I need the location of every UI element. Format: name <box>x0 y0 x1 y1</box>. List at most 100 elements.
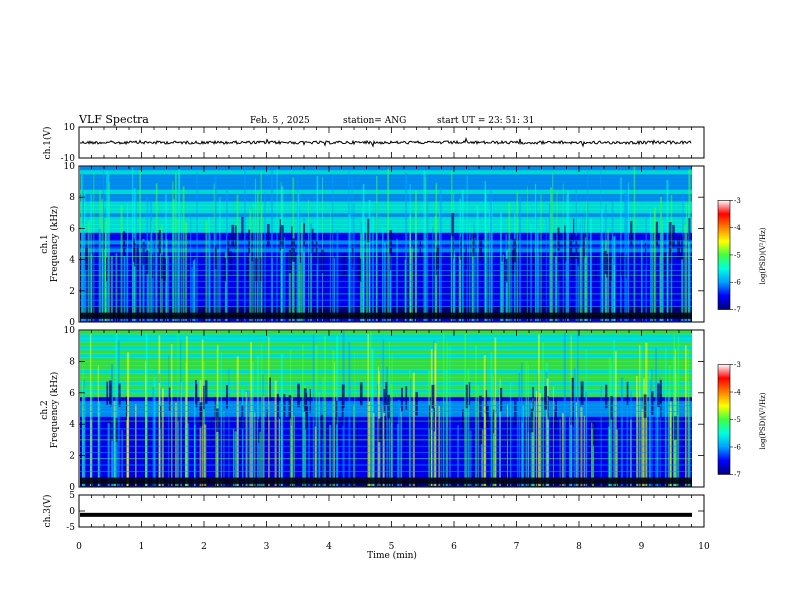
spectrogram-gap <box>223 257 227 282</box>
spectrogram-streak <box>276 168 278 321</box>
spectrogram-streak <box>217 249 219 321</box>
spectrogram-gap <box>620 252 623 277</box>
x-tick-label: 6 <box>451 542 457 552</box>
spectrogram-streak <box>620 177 622 321</box>
spectrogram-gap <box>235 225 237 249</box>
spectrogram-streak <box>253 203 255 321</box>
spectrogram-streak <box>280 182 282 321</box>
spectrogram-streak <box>582 215 583 321</box>
spectrogram-gap <box>592 421 596 446</box>
spectrogram-no-data <box>692 331 703 486</box>
spectrogram-streak <box>476 206 479 321</box>
spectrogram-streak <box>98 228 101 321</box>
spectrogram-streak <box>469 222 471 321</box>
spectrogram-streak <box>548 203 552 321</box>
spectrogram-gap <box>532 248 534 272</box>
spectrogram-streak <box>172 181 174 321</box>
spectrogram-streak <box>348 213 351 321</box>
spectrogram-streak <box>627 182 629 321</box>
spectrogram-band <box>80 193 692 198</box>
spectrogram-streak <box>312 334 315 486</box>
spectrogram-streak <box>241 389 244 486</box>
spectrogram-streak <box>491 201 493 321</box>
spectrogram-streak <box>510 383 512 486</box>
spectrogram-streak <box>115 332 118 486</box>
spectrogram-streak <box>624 193 627 321</box>
spectrogram-gap <box>390 246 392 271</box>
spectrogram-streak <box>659 376 661 486</box>
spectrogram-streak <box>319 421 321 486</box>
spectrogram-streak <box>457 425 459 486</box>
spectrogram-streak <box>362 225 365 321</box>
colorbar-tick-label: -3 <box>734 361 741 369</box>
spectrogram-streak <box>531 403 533 486</box>
spectrogram-gap <box>479 395 482 420</box>
spectrogram-streak <box>90 194 92 321</box>
spectrogram-band <box>80 337 692 343</box>
spectrogram-streak <box>185 222 188 321</box>
spectrogram-streak <box>80 174 83 321</box>
spectrogram-streak <box>665 347 667 486</box>
spectrogram-streak <box>126 416 129 486</box>
ch1-spectrogram-axis-label: ch.1 <box>40 234 50 253</box>
spectrogram-streak <box>82 223 84 321</box>
spectrogram-streak <box>133 255 135 321</box>
spectrogram-band <box>80 208 692 214</box>
spectrogram-streak <box>518 195 522 321</box>
spectrogram-gap <box>436 245 440 269</box>
ch3-waveform-panel: 50-50 1 2 3 4 5 6 7 8 9 10 <box>66 491 710 552</box>
spectrogram-streak <box>379 411 381 486</box>
spectrogram-streak <box>488 209 490 321</box>
spectrogram-gap <box>500 387 503 412</box>
spectrogram-streak <box>168 355 170 486</box>
spectrogram-streak <box>106 171 108 321</box>
spectrogram-gap <box>205 380 208 404</box>
spectrogram-streak <box>481 429 483 486</box>
spectrogram-gap <box>387 394 390 419</box>
spectrogram-streak <box>365 230 369 321</box>
y-tick-label: 0 <box>69 507 75 517</box>
spectrogram-gap <box>126 396 128 421</box>
spectrogram-streak <box>667 253 669 321</box>
spectrogram-streak <box>251 362 254 486</box>
spectrogram-gap <box>532 387 534 411</box>
spectrogram-streak <box>236 194 239 321</box>
spectrogram-streak <box>291 397 293 486</box>
spectrogram-gap <box>146 250 149 275</box>
spectrogram-streak <box>585 391 588 486</box>
spectrogram-streak <box>592 423 595 486</box>
spectrogram-gap <box>225 385 228 409</box>
spectrogram-gap <box>465 384 468 409</box>
spectrogram-gap <box>688 218 691 242</box>
spectrogram-band <box>80 275 692 280</box>
spectrogram-streak <box>177 244 179 321</box>
spectrogram-gap <box>241 216 244 241</box>
y-tick-label: 6 <box>69 224 75 234</box>
spectrogram-streak <box>249 390 251 486</box>
spectrogram-streak <box>474 237 476 321</box>
spectrogram-streak <box>518 372 521 486</box>
spectrogram-streak <box>639 344 641 486</box>
spectrogram-streak <box>268 420 270 486</box>
spectrogram-streak <box>670 401 672 486</box>
spectrogram-gap <box>356 421 358 445</box>
spectrogram-streak <box>93 172 95 321</box>
spectrogram-gap <box>136 246 139 271</box>
spectrogram-streak <box>382 228 384 321</box>
spectrogram-gap <box>288 395 292 419</box>
spectrogram-streak <box>90 382 93 486</box>
spectrogram-gap <box>341 384 345 408</box>
spectrogram-streak <box>113 416 116 486</box>
spectrogram-gap <box>452 234 454 259</box>
spectrogram-streak <box>232 428 235 486</box>
spectrogram-streak <box>666 179 669 321</box>
spectrogram-streak <box>190 214 192 321</box>
spectrogram-streak <box>499 378 501 486</box>
spectrogram-streak <box>98 401 101 486</box>
y-tick-label: 10 <box>64 162 76 172</box>
spectrogram-streak <box>192 260 195 321</box>
spectrogram-gap <box>431 384 435 409</box>
colorbar-tick-label: -7 <box>734 306 741 314</box>
spectrogram-gap <box>580 381 584 405</box>
ch1-spectrogram-panel: 0 2 4 6 8 10 <box>64 162 705 328</box>
